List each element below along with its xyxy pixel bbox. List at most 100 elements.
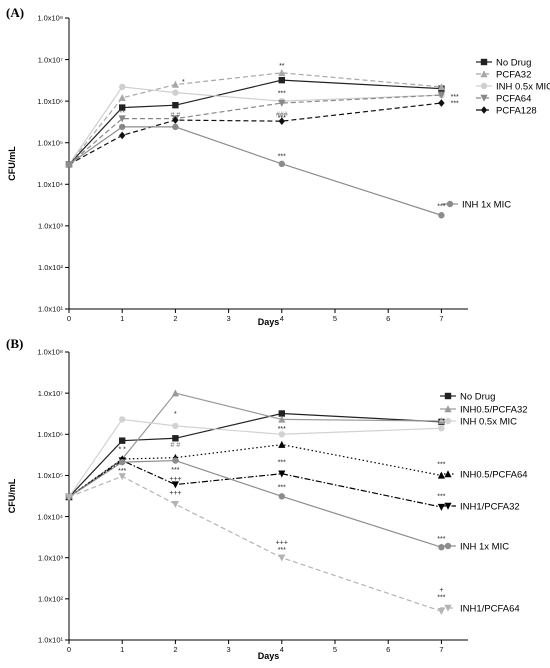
data-point bbox=[172, 89, 179, 96]
x-tick-label: 6 bbox=[386, 645, 390, 654]
data-point bbox=[278, 440, 286, 448]
legend-marker bbox=[444, 392, 452, 400]
legend-label: INH 1x MIC bbox=[460, 541, 509, 552]
data-point bbox=[65, 493, 73, 501]
data-point bbox=[118, 115, 126, 123]
series-line bbox=[68, 392, 442, 498]
y-tick-label: 1.0x10⁷ bbox=[38, 55, 64, 64]
legend-marker bbox=[480, 82, 488, 90]
legend-label: PCFA32 bbox=[496, 69, 531, 80]
x-tick-label: 5 bbox=[333, 645, 337, 654]
data-point bbox=[119, 458, 126, 466]
panel-label: (A) bbox=[6, 5, 24, 20]
series-line bbox=[68, 459, 442, 508]
data-point bbox=[119, 416, 126, 423]
data-point bbox=[438, 425, 445, 432]
legend-label: PCFA128 bbox=[496, 105, 537, 116]
data-point bbox=[172, 116, 179, 124]
data-point bbox=[278, 415, 286, 423]
panel-label: (B) bbox=[6, 336, 23, 351]
significance-annotation: *** bbox=[437, 204, 445, 211]
series-inh-1x-mic bbox=[65, 123, 445, 219]
series-no-drug bbox=[65, 410, 445, 501]
data-point bbox=[437, 91, 445, 99]
legend-marker bbox=[480, 106, 488, 114]
significance-annotation: *** bbox=[278, 460, 286, 467]
chart-panel-b: (B) 1.0x10¹ 1.0x10² 1.0x10³ 1.0x10⁴ 1.0x10⁵ 1.… bbox=[6, 336, 528, 661]
significance-annotation: ### bbox=[276, 112, 288, 119]
significance-annotation: ** bbox=[119, 125, 125, 132]
significance-annotation: *** bbox=[278, 426, 286, 433]
legend-marker bbox=[446, 200, 454, 208]
data-point bbox=[65, 161, 73, 168]
significance-annotation: +++ bbox=[169, 476, 181, 483]
legend-label: No Drug bbox=[460, 391, 495, 402]
legend-label: INH 0.5x MIC bbox=[496, 81, 550, 92]
y-axis-title: CFU/mL bbox=[7, 478, 17, 513]
significance-annotation: *** bbox=[437, 595, 445, 602]
significance-annotation: * bbox=[174, 411, 177, 418]
data-point bbox=[278, 69, 286, 77]
significance-annotation: *** bbox=[437, 461, 445, 468]
x-tick-label: 4 bbox=[280, 645, 284, 654]
chart-panel-a: (A) 1.0x10¹ 1.0x10² 1.0x10³ 1.0x10⁴ 1.0x10⁵ 1.… bbox=[6, 5, 550, 327]
series-line bbox=[68, 79, 442, 165]
x-tick-label: 5 bbox=[333, 314, 337, 323]
significance-annotation: +++ bbox=[169, 490, 181, 497]
series-line bbox=[68, 126, 442, 216]
significance-annotation: * * bbox=[118, 446, 126, 453]
significance-annotation: ** bbox=[279, 63, 285, 70]
data-point bbox=[278, 431, 285, 438]
y-axis-title: CFU/mL bbox=[7, 146, 17, 181]
series-pcfa128 bbox=[65, 99, 445, 169]
significance-annotation: +++ bbox=[276, 540, 288, 547]
data-point bbox=[438, 99, 445, 107]
significance-annotation: *** bbox=[171, 467, 179, 474]
x-tick-label: 2 bbox=[173, 645, 177, 654]
data-point bbox=[438, 544, 445, 551]
x-axis-title: Days bbox=[258, 651, 280, 661]
data-point bbox=[278, 99, 286, 107]
y-tick-label: 1.0x10³ bbox=[38, 553, 64, 562]
legend-marker bbox=[444, 405, 452, 413]
y-tick-label: 1.0x10¹ bbox=[38, 636, 64, 645]
data-point bbox=[278, 76, 285, 84]
data-point bbox=[172, 101, 179, 109]
x-tick-label: 1 bbox=[120, 314, 124, 323]
significance-annotation: *** bbox=[278, 91, 286, 98]
legend-label: INH 0.5x MIC bbox=[460, 416, 517, 427]
y-tick-label: 1.0x10³ bbox=[38, 222, 64, 231]
significance-annotation: + bbox=[439, 587, 443, 594]
data-point bbox=[278, 160, 285, 168]
significance-annotation: *** bbox=[278, 115, 286, 122]
y-tick-label: 1.0x10² bbox=[38, 263, 64, 272]
legend-label: PCFA64 bbox=[496, 93, 531, 104]
series-inh0-5-pcfa32 bbox=[65, 389, 445, 501]
data-point bbox=[119, 123, 126, 131]
x-tick-label: 3 bbox=[227, 314, 231, 323]
y-tick-label: 1.0x10⁴ bbox=[37, 512, 63, 521]
y-tick-label: 1.0x10² bbox=[38, 595, 64, 604]
y-tick-label: 1.0x10⁸ bbox=[37, 348, 63, 357]
data-point bbox=[278, 410, 285, 417]
data-point bbox=[119, 104, 126, 111]
significance-annotation: *** bbox=[278, 485, 286, 492]
legend-marker bbox=[480, 70, 488, 78]
y-tick-label: 1.0x10⁸ bbox=[37, 14, 63, 23]
legend-label: INH1/PCFA32 bbox=[460, 501, 520, 512]
data-point bbox=[172, 123, 179, 131]
y-tick-label: 1.0x10⁷ bbox=[38, 389, 64, 398]
significance-annotation: # # bbox=[171, 112, 181, 119]
x-tick-label: 4 bbox=[280, 314, 284, 323]
y-tick-label: 1.0x10⁵ bbox=[37, 471, 63, 480]
significance-annotation: * bbox=[182, 79, 185, 86]
data-point bbox=[172, 457, 179, 464]
x-tick-label: 3 bbox=[227, 645, 231, 654]
legend-marker bbox=[444, 470, 452, 478]
data-point bbox=[437, 503, 445, 511]
x-tick-label: 0 bbox=[67, 314, 71, 323]
significance-annotation: # # bbox=[171, 442, 181, 449]
data-point bbox=[118, 473, 126, 481]
data-point bbox=[171, 389, 179, 397]
y-tick-label: 1.0x10¹ bbox=[38, 305, 64, 314]
